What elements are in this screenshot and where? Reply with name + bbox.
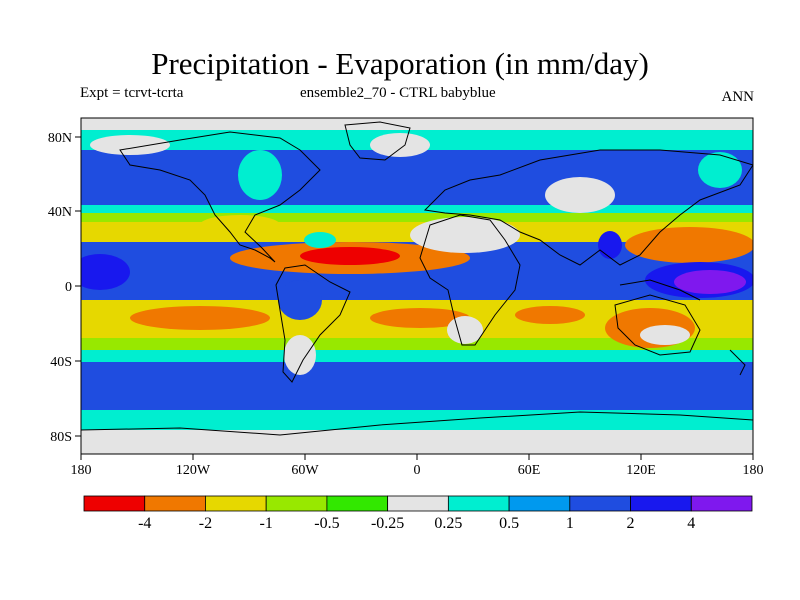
colorbar-swatch bbox=[205, 495, 267, 512]
colorbar-swatch bbox=[144, 495, 206, 512]
y-tick-label: 40N bbox=[48, 205, 72, 220]
colorbar-label: 4 bbox=[687, 515, 695, 532]
africa-outline bbox=[419, 214, 521, 346]
south-pacific-orange bbox=[130, 306, 270, 330]
colorbar-label: 0.25 bbox=[434, 515, 462, 532]
sahara-grey bbox=[410, 217, 520, 253]
north-america-outline bbox=[119, 131, 321, 263]
greenland-outline bbox=[344, 121, 411, 161]
colorbar-swatch bbox=[265, 495, 328, 512]
alaska-grey bbox=[90, 135, 170, 155]
x-tick-label: 120W bbox=[176, 463, 211, 478]
atlantic-red bbox=[300, 247, 400, 265]
hudson-cyan bbox=[238, 150, 282, 200]
caribbean-cyan bbox=[304, 232, 336, 248]
colorbar-swatch bbox=[508, 495, 571, 512]
greenland-grey bbox=[370, 133, 430, 157]
central-pacific-blue bbox=[81, 254, 130, 290]
x-tick-label: 60W bbox=[291, 463, 319, 478]
eurasia-outline bbox=[423, 149, 753, 266]
ensemble-label: ensemble2_70 - CTRL babyblue bbox=[300, 85, 496, 101]
australia-grey bbox=[640, 325, 690, 345]
maritime-continent-outline bbox=[619, 279, 701, 301]
colorbar-swatch bbox=[387, 495, 449, 512]
amazon-blue bbox=[278, 280, 322, 320]
x-tick-label: 120E bbox=[626, 463, 656, 478]
bay-of-bengal-blue bbox=[598, 231, 622, 259]
colorbar-label: 0.5 bbox=[499, 515, 519, 532]
antarctica-outline bbox=[81, 411, 753, 436]
new-zealand-outline bbox=[729, 349, 746, 376]
colorbar-swatch bbox=[630, 495, 692, 512]
experiment-label: Expt = tcrvt-tcrta bbox=[80, 85, 184, 101]
season-label: ANN bbox=[721, 89, 755, 105]
colorbar-swatch bbox=[690, 495, 753, 512]
colorbar-label: -0.25 bbox=[371, 515, 404, 532]
y-tick-label: 80N bbox=[48, 131, 72, 146]
colorbar: -4 -2 -1 -0.5 -0.25 0.25 0.5 1 2 4 bbox=[83, 495, 753, 532]
colorbar-swatch bbox=[569, 495, 631, 512]
y-tick-label: 40S bbox=[50, 355, 72, 370]
indian-ocean-orange bbox=[515, 306, 585, 324]
west-pacific-purple bbox=[674, 270, 746, 294]
band-35s-green bbox=[81, 338, 753, 352]
pacific-n-orange bbox=[625, 227, 753, 263]
antarctic-grey bbox=[81, 430, 753, 454]
x-tick-label: 0 bbox=[414, 463, 421, 478]
colorbar-swatch bbox=[447, 495, 510, 512]
y-tick-label: 80S bbox=[50, 430, 72, 445]
colorbar-label: -4 bbox=[138, 515, 151, 532]
precip-field bbox=[81, 118, 753, 454]
patagonia-grey bbox=[284, 335, 316, 375]
coastlines bbox=[81, 121, 753, 436]
colorbar-label: -2 bbox=[199, 515, 212, 532]
south-atlantic-orange bbox=[370, 308, 470, 328]
north-america-yellow bbox=[200, 215, 280, 235]
colorbar-label: -0.5 bbox=[314, 515, 339, 532]
south-america-outline bbox=[275, 264, 351, 383]
x-tick-label: 60E bbox=[518, 463, 541, 478]
colorbar-label: -1 bbox=[260, 515, 273, 532]
x-tick-label: 180 bbox=[71, 463, 92, 478]
colorbar-label: 1 bbox=[566, 515, 574, 532]
colorbar-swatch bbox=[326, 495, 389, 512]
central-asia-grey bbox=[545, 177, 615, 213]
band-40s-cyan bbox=[81, 350, 753, 364]
page-title: Precipitation - Evaporation (in mm/day) bbox=[151, 46, 649, 81]
east-siberia-cyan bbox=[698, 152, 742, 188]
x-tick-label: 180 bbox=[743, 463, 764, 478]
y-tick-label: 0 bbox=[65, 280, 72, 295]
northern-storm-band bbox=[81, 150, 753, 205]
colorbar-label: 2 bbox=[627, 515, 635, 532]
axis-ticks bbox=[75, 136, 754, 460]
colorbar-swatch bbox=[83, 495, 146, 512]
australia-outline bbox=[614, 294, 701, 356]
southern-storm-band bbox=[81, 362, 753, 410]
southern-africa-grey bbox=[447, 316, 483, 344]
